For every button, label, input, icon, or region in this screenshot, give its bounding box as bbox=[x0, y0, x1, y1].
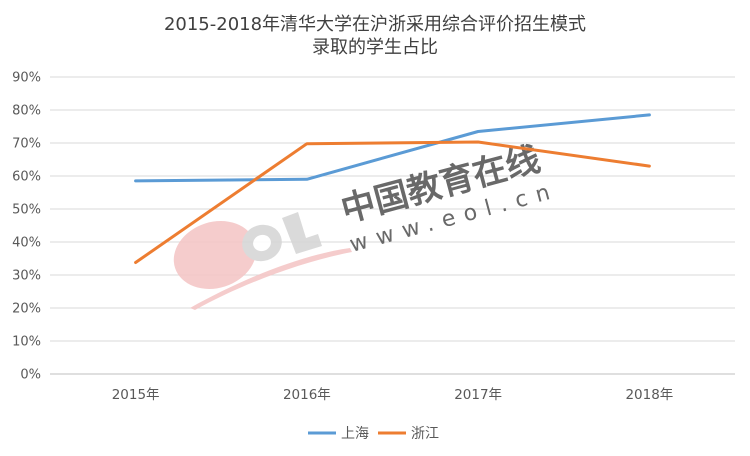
x-tick-label: 2016年 bbox=[283, 387, 331, 403]
x-tick-label: 2015年 bbox=[112, 387, 160, 403]
y-tick-label: 90% bbox=[12, 71, 41, 86]
x-tick-label: 2018年 bbox=[625, 387, 673, 403]
watermark-logo-swoosh bbox=[190, 248, 352, 310]
y-tick-label: 40% bbox=[12, 236, 41, 251]
series-line-浙江 bbox=[134, 140, 651, 264]
y-tick-label: 80% bbox=[12, 104, 41, 119]
gridlines bbox=[50, 76, 735, 375]
series-line-上海 bbox=[134, 113, 651, 183]
legend: 上海 浙江 bbox=[308, 426, 439, 442]
y-tick-label: 50% bbox=[12, 203, 41, 218]
watermark-logo-e bbox=[173, 221, 257, 289]
x-tick-label: 2017年 bbox=[454, 387, 502, 403]
y-tick-label: 30% bbox=[12, 269, 41, 284]
y-tick-label: 60% bbox=[12, 170, 41, 185]
chart-title-line-1: 2015-2018年清华大学在沪浙采用综合评价招生模式 bbox=[163, 14, 587, 35]
y-axis-tick-labels: 0% 10% 20% 30% 40% 50% 60% 70% 80% 90% bbox=[12, 71, 41, 383]
x-axis-tick-labels: 2015年 2016年 2017年 2018年 bbox=[112, 387, 674, 403]
legend-label: 上海 bbox=[341, 426, 369, 442]
y-tick-label: 0% bbox=[20, 368, 41, 383]
legend-label: 浙江 bbox=[411, 426, 439, 442]
y-tick-label: 10% bbox=[12, 335, 41, 350]
series-lines bbox=[134, 113, 651, 264]
watermark-logo-l bbox=[282, 212, 322, 254]
y-tick-label: 70% bbox=[12, 137, 41, 152]
chart-title-line-2: 录取的学生占比 bbox=[312, 37, 438, 58]
y-tick-label: 20% bbox=[12, 302, 41, 317]
